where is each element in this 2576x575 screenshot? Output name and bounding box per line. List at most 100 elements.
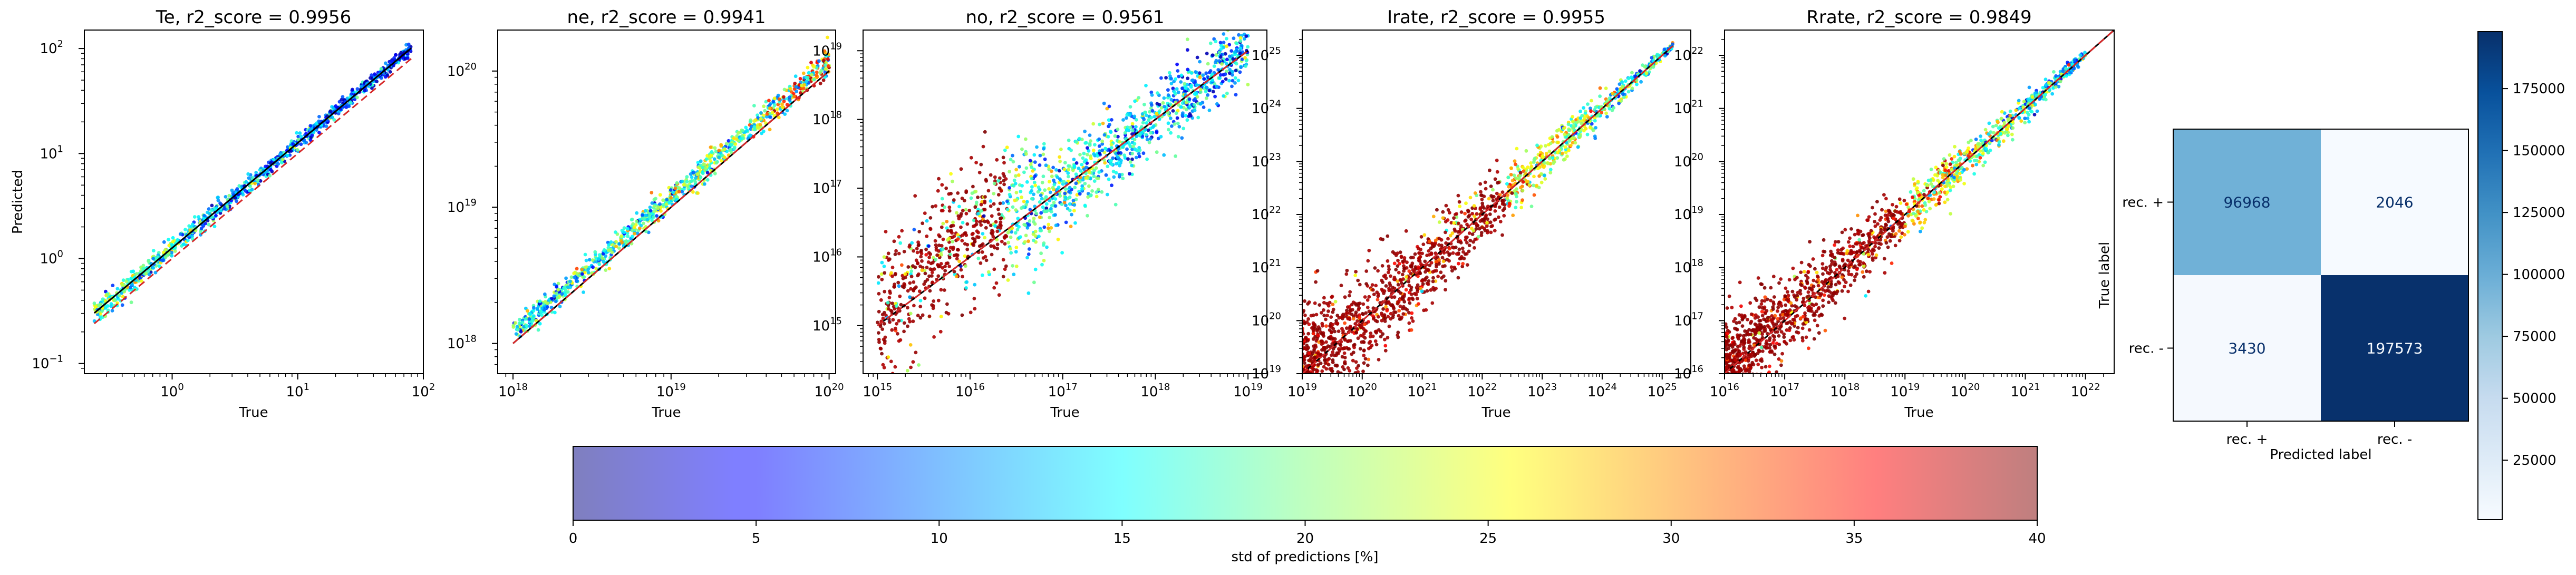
scatter-point [884, 230, 888, 233]
scatter-point [163, 248, 168, 251]
scatter-point [1473, 214, 1476, 218]
scatter-point [1041, 205, 1045, 209]
scatter-point [1027, 223, 1031, 227]
scatter-point [1455, 252, 1459, 256]
scatter-point [1465, 241, 1469, 245]
scatter-point [1302, 438, 1305, 442]
scatter-point [1505, 196, 1509, 200]
scatter-point [622, 230, 626, 235]
scatter-point [680, 179, 684, 183]
scatter-point [1110, 118, 1113, 122]
scatter-point [879, 298, 883, 302]
scatter-point [355, 87, 360, 91]
scatter-point [1315, 396, 1319, 400]
scatter-point [1468, 196, 1473, 200]
scatter-point [1436, 275, 1440, 278]
axes-frame [84, 30, 424, 374]
scatter-point [936, 274, 941, 278]
scatter-point [946, 311, 951, 316]
scatter-point [216, 196, 220, 199]
scatter-point [1476, 235, 1480, 239]
scatter-point [626, 227, 630, 231]
scatter-point [111, 284, 115, 287]
scatter-point [1386, 315, 1390, 319]
scatter-point [945, 220, 949, 223]
scatter-point [1583, 111, 1587, 115]
scatter-point [959, 214, 963, 218]
scatter-point [1407, 284, 1411, 288]
scatter-point [1301, 435, 1304, 439]
scatter-point [931, 260, 935, 265]
scatter-point [886, 258, 890, 262]
scatter-point [1072, 209, 1076, 213]
scatter-point [995, 158, 999, 162]
scatter-point [1322, 383, 1326, 386]
scatter-point [1430, 301, 1435, 305]
scatter-point [584, 258, 588, 262]
scatter-point [1220, 62, 1224, 66]
scatter-point [1364, 269, 1369, 273]
scatter-point [798, 91, 802, 95]
scatter-point [1005, 199, 1009, 203]
scatter-point [214, 213, 218, 218]
scatter-point [1026, 291, 1031, 295]
scatter-point [1564, 150, 1568, 154]
scatter-point [1402, 269, 1406, 273]
scatter-point [1032, 220, 1035, 224]
scatter-point [1053, 213, 1057, 217]
scatter-point [1478, 182, 1483, 186]
scatter-point [927, 244, 931, 248]
scatter-point [1238, 39, 1243, 43]
scatter-point [315, 128, 318, 132]
scatter-point [1004, 264, 1008, 268]
scatter-point [1306, 302, 1310, 306]
scatter-point [756, 113, 759, 118]
scatter-point [568, 279, 572, 284]
scatter-point [1079, 169, 1083, 173]
scatter-point [877, 291, 881, 296]
scatter-point [999, 216, 1003, 220]
scatter-point [877, 309, 881, 314]
scatter-point [659, 209, 663, 213]
x-axis-label: True [238, 405, 268, 421]
panel-title: ne, r2_score = 0.9941 [567, 7, 766, 28]
scatter-point [370, 86, 374, 90]
scatter-point [695, 172, 700, 177]
scatter-point [109, 304, 113, 308]
scatter-point [902, 285, 906, 289]
scatter-point [1142, 102, 1146, 106]
scatter-point [1312, 395, 1315, 399]
scatter-point [938, 235, 942, 239]
scatter-point [1331, 303, 1335, 306]
scatter-point [1388, 283, 1392, 287]
scatter-point [1132, 114, 1137, 119]
scatter-point [531, 314, 536, 318]
scatter-point [1118, 140, 1121, 144]
scatter-point [1204, 71, 1208, 75]
scatter-point [1162, 153, 1166, 157]
scatter-point [941, 221, 945, 226]
scatter-point [1437, 220, 1441, 224]
scatter-point [280, 161, 284, 164]
scatter-point [1435, 208, 1439, 212]
scatter-point [1327, 375, 1331, 378]
scatter-point [1047, 222, 1051, 227]
scatter-point [1032, 238, 1035, 242]
x-tick-label: 100 [160, 382, 184, 400]
scatter-point [141, 267, 145, 270]
scatter-point [530, 319, 535, 323]
scatter-point [1331, 350, 1335, 354]
scatter-point [258, 179, 263, 183]
scatter-point [1567, 128, 1571, 132]
scatter-point [647, 215, 651, 219]
scatter-point [979, 261, 983, 265]
scatter-point [1481, 219, 1485, 223]
scatter-point [759, 111, 763, 115]
scatter-point [1301, 399, 1304, 403]
scatter-point [1238, 36, 1243, 40]
scatter-point [151, 266, 156, 270]
scatter-point [789, 87, 792, 91]
scatter-point [202, 213, 206, 218]
scatter-point [1593, 119, 1597, 123]
scatter-point [1522, 169, 1526, 173]
